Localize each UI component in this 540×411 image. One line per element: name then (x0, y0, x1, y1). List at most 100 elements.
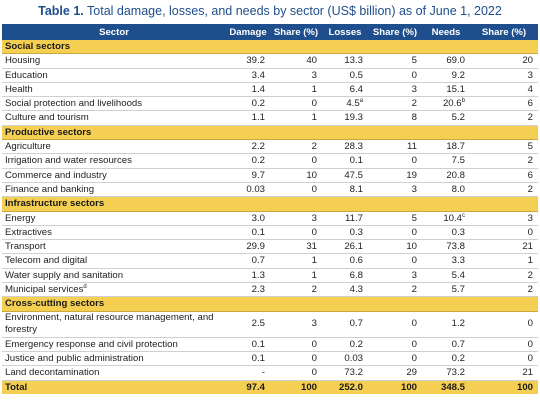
total-damage-cell-value: 97.4 (246, 381, 265, 393)
damage-share-cell: 31 (270, 239, 322, 255)
damage-share-cell: 0 (270, 153, 322, 169)
needs-cell-value: 73.2 (446, 367, 465, 379)
sector-name-value: Telecom and digital (5, 255, 88, 267)
damage-cell: 1.3 (226, 268, 270, 284)
needs-cell: 15.1 (422, 82, 470, 98)
losses-share-cell: 0 (368, 351, 422, 367)
losses-cell: 26.1 (322, 239, 368, 255)
losses-cell: 13.3 (322, 53, 368, 69)
damage-share-cell-value: 1 (311, 112, 317, 124)
sector-name: Commerce and industry (2, 168, 226, 183)
sector-name: Emergency response and civil protection (2, 337, 226, 352)
needs-cell-value: 3.3 (451, 255, 465, 267)
footnote-marker: d (83, 283, 87, 290)
table-row: Finance and banking 0.03 0 8.1 3 8.0 2 (2, 182, 538, 198)
needs-cell: 5.7 (422, 282, 470, 298)
losses-share-cell-value: 10 (406, 241, 417, 253)
table-row: Agriculture 2.2 2 28.3 11 18.7 5 (2, 139, 538, 155)
losses-share-cell-value: 0 (411, 69, 417, 81)
sector-name: Extractives (2, 225, 226, 241)
needs-share-cell-value: 2 (527, 284, 533, 296)
losses-cell-value: 0.1 (349, 155, 363, 167)
needs-share-cell-value: 21 (522, 241, 533, 253)
damage-cell: 29.9 (226, 239, 270, 255)
sector-name-value: Justice and public administration (5, 352, 144, 364)
damage-cell-value: 0.2 (251, 155, 265, 167)
needs-share-cell: 1 (470, 253, 538, 269)
damage-cell: 2.3 (226, 282, 270, 298)
sector-name: Irrigation and water resources (2, 153, 226, 169)
damage-cell: 0.1 (226, 225, 270, 241)
damage-share-cell-value: 3 (311, 69, 317, 81)
damage-cell-value: 1.3 (251, 269, 265, 281)
needs-share-cell-value: 21 (522, 367, 533, 379)
losses-share-cell-value: 2 (411, 98, 417, 110)
losses-cell: 0.6 (322, 253, 368, 269)
damage-share-cell-value: 3 (311, 212, 317, 224)
sector-name: Culture and tourism (2, 110, 226, 126)
damage-share-cell: 0 (270, 225, 322, 241)
needs-share-cell-value: 3 (527, 69, 533, 81)
damage-cell: 1.4 (226, 82, 270, 98)
needs-cell: 8.0 (422, 182, 470, 198)
damage-cell: - (226, 365, 270, 381)
needs-share-cell-value: 0 (527, 226, 533, 238)
table-row: Housing 39.2 40 13.3 5 69.0 20 (2, 53, 538, 69)
losses-share-cell: 3 (368, 268, 422, 284)
needs-cell: 3.3 (422, 253, 470, 269)
needs-share-cell: 6 (470, 168, 538, 183)
needs-cell: 1.2 (422, 311, 470, 338)
losses-cell-value: 0.5 (349, 69, 363, 81)
needs-share-cell-value: 6 (527, 169, 533, 181)
sector-name: Water supply and sanitation (2, 268, 226, 284)
needs-cell-value: 9.2 (451, 69, 465, 81)
sector-name: Finance and banking (2, 182, 226, 198)
needs-share-cell-value: 0 (527, 338, 533, 350)
losses-cell-value: 73.2 (344, 367, 363, 379)
sector-table: Sector Damage Share (%) Losses Share (%)… (2, 24, 538, 395)
damage-cell-value: 0.03 (246, 183, 265, 195)
damage-share-cell-value: 3 (311, 318, 317, 330)
header-sector: Sector (2, 24, 226, 40)
damage-share-cell: 0 (270, 337, 322, 352)
needs-cell: 5.4 (422, 268, 470, 284)
damage-share-cell: 0 (270, 96, 322, 112)
losses-cell: 0.5 (322, 68, 368, 83)
table-row: Energy 3.0 3 11.7 5 10.4c 3 (2, 211, 538, 226)
sector-name: Municipal servicesd (2, 282, 226, 298)
sector-name: Education (2, 68, 226, 83)
needs-share-cell: 0 (470, 311, 538, 338)
losses-share-cell: 5 (368, 53, 422, 69)
needs-share-cell-value: 2 (527, 155, 533, 167)
losses-share-cell-value: 3 (411, 183, 417, 195)
damage-cell-value: 2.2 (251, 141, 265, 153)
damage-share-cell-value: 1 (311, 83, 317, 95)
table-row: Environment, natural resource management… (2, 311, 538, 338)
needs-share-cell-value: 0 (527, 352, 533, 364)
damage-share-cell: 1 (270, 268, 322, 284)
total-damage-share-cell-value: 100 (300, 381, 317, 393)
table-row: Land decontamination - 0 73.2 29 73.2 21 (2, 365, 538, 381)
losses-cell-value: 0.03 (344, 352, 363, 364)
losses-share-cell: 0 (368, 337, 422, 352)
section-title: Productive sectors (2, 125, 538, 141)
needs-share-cell-value: 1 (527, 255, 533, 267)
losses-cell: 28.3 (322, 139, 368, 155)
losses-cell: 11.7 (322, 211, 368, 226)
damage-cell-value: 2.5 (251, 318, 265, 330)
total-needs-share-cell-value: 100 (516, 381, 533, 393)
losses-share-cell: 0 (368, 253, 422, 269)
total-needs-share-cell: 100 (470, 380, 538, 395)
needs-cell-value: 20.6 (442, 98, 462, 110)
losses-cell: 6.4 (322, 82, 368, 98)
damage-cell: 1.1 (226, 110, 270, 126)
losses-share-cell-value: 3 (411, 269, 417, 281)
header-losses: Losses (322, 24, 368, 40)
sector-name-value: Irrigation and water resources (5, 155, 132, 167)
needs-cell-value: 5.4 (451, 269, 465, 281)
needs-share-cell: 4 (470, 82, 538, 98)
sector-name-value: Housing (5, 55, 41, 67)
damage-share-cell: 0 (270, 182, 322, 198)
losses-cell: 8.1 (322, 182, 368, 198)
